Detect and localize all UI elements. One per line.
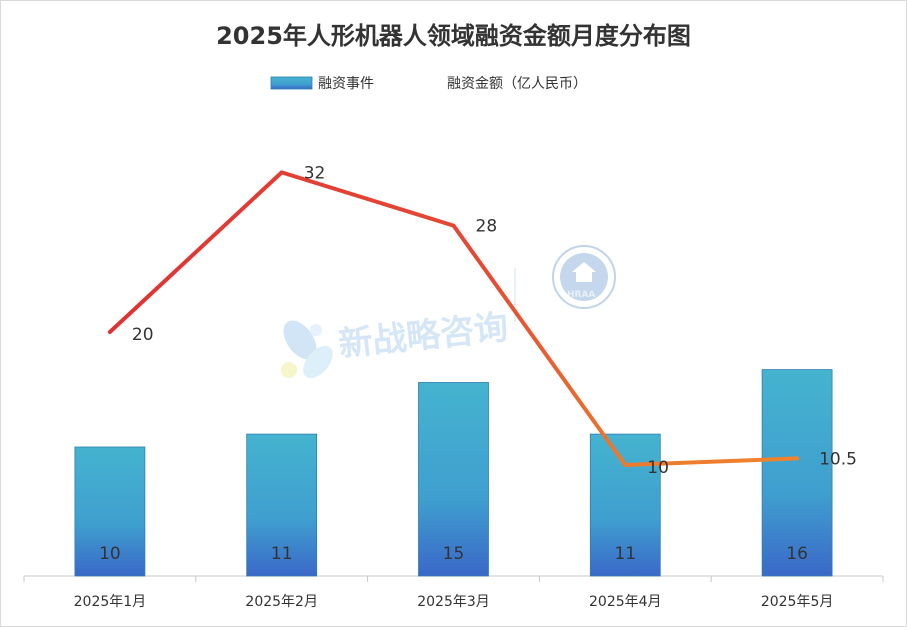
bar [74,446,146,577]
x-axis-label: 2025年3月 [417,594,490,610]
line-data-label: 28 [476,217,498,237]
watermark-logo-icon [281,320,333,379]
bar-data-labels: 10 11 15 11 16 [99,544,808,564]
line-data-label: 10.5 [819,449,857,469]
legend-label-line: 融资金额（亿人民币） [447,76,587,92]
bar [418,382,489,577]
bar-series [74,369,833,577]
x-axis-labels: 2025年1月 2025年2月 2025年3月 2025年4月 2025年5月 [74,594,834,610]
bar [761,369,833,577]
bar [246,433,318,577]
legend-swatch-bar [270,76,313,90]
line-path [107,170,800,467]
x-axis-label: 2025年4月 [589,594,662,610]
bar-data-label: 11 [271,544,293,564]
line-data-label: 10 [647,458,669,478]
x-axis-label: 2025年2月 [245,594,318,610]
legend-label-bar: 融资事件 [318,76,374,92]
watermark-badge-icon [552,245,616,309]
bar-data-label: 15 [443,544,465,564]
line-series: 20 32 28 10 10.5 [107,163,857,478]
x-axis-label: 2025年1月 [74,594,147,610]
line-data-label: 32 [304,163,326,183]
watermark-text: 新战略咨询 [337,307,510,365]
watermark: 新战略咨询 HRAA [281,245,616,379]
x-axis-ticks [23,576,884,582]
watermark-badge-text: HRAA [567,290,595,300]
bar-data-label: 10 [99,544,121,564]
legend: 融资事件 融资金额（亿人民币） [270,76,587,92]
x-axis-label: 2025年5月 [761,594,834,610]
bar-data-label: 11 [614,544,636,564]
bar [589,433,661,577]
chart-title: 2025年人形机器人领域融资金额月度分布图 [216,22,691,50]
bar-data-label: 16 [786,544,808,564]
line-data-label: 20 [132,325,154,345]
